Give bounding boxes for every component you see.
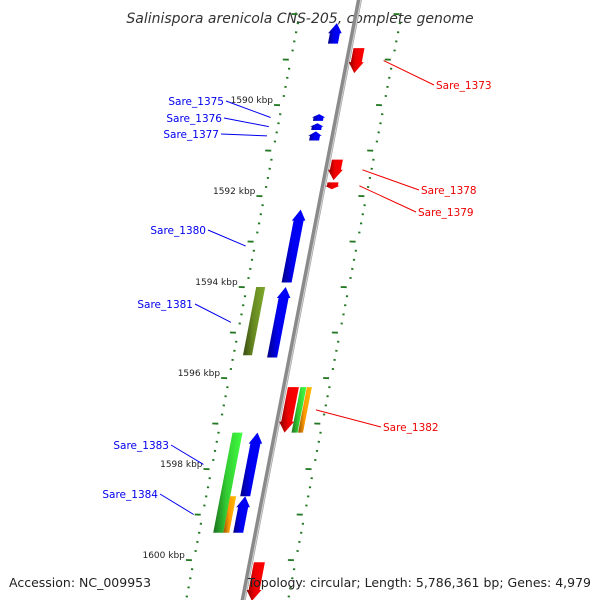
gene-arrow <box>281 209 306 283</box>
gene-arrow <box>233 496 250 533</box>
gene-arrow <box>328 159 343 181</box>
gene-leader-line <box>315 409 382 428</box>
scale-ticks: 1590 kbp 1592 kbp 1594 kbp 1596 kbp 1598 kbp… <box>142 13 402 598</box>
orange-hit-bar <box>223 496 237 533</box>
orange-hit-bar <box>298 387 312 433</box>
scale-tick-label: 1590 kbp <box>231 96 274 106</box>
gene-label: Sare_1381 <box>137 299 193 311</box>
gene-leader-line <box>194 303 232 323</box>
gene-arrow <box>324 182 340 190</box>
gene-arrow <box>308 131 322 141</box>
gene-label: Sare_1376 <box>166 113 222 125</box>
olive-hit-bar <box>243 287 266 356</box>
gene-leader-line <box>223 117 269 128</box>
gene-arrow <box>279 387 299 433</box>
scale-tick-label: 1592 kbp <box>213 187 256 197</box>
gene-leader-line <box>207 229 246 247</box>
gene-leader-line <box>362 169 420 191</box>
accession-text: Accession: NC_009953 <box>9 575 152 590</box>
green-hit-bar <box>291 387 307 433</box>
gene-arrow <box>311 114 326 121</box>
scale-tick-label: 1596 kbp <box>178 369 221 379</box>
green-hit-bar <box>213 432 243 533</box>
gene-leader-line <box>170 444 204 465</box>
gene-arrow <box>240 432 263 497</box>
gene-features <box>233 23 365 600</box>
gene-leader-line <box>220 133 268 137</box>
backbone-highlight <box>244 0 362 600</box>
gene-label: Sare_1373 <box>436 80 492 92</box>
scale-tick-label: 1594 kbp <box>195 278 238 288</box>
scale-tick-label: 1600 kbp <box>142 551 185 561</box>
gene-label: Sare_1377 <box>163 129 219 141</box>
topology-text: Topology: circular; Length: 5,786,361 bp… <box>247 575 591 590</box>
map-title: Salinispora arenicola CNS-205, complete … <box>126 11 473 27</box>
backbone <box>240 0 362 600</box>
backbone-line <box>240 0 362 600</box>
gene-leader-line <box>225 100 271 118</box>
gene-label: Sare_1384 <box>102 489 158 501</box>
gene-labels: Sare_1373 Sare_1375 Sare_1376 Sare_1377 Sare… <box>102 60 492 515</box>
feature-hits <box>213 287 312 533</box>
gene-leader-line <box>159 493 194 515</box>
clipped-gene-arrow <box>246 562 265 600</box>
gene-label: Sare_1379 <box>418 207 474 219</box>
gene-arrow <box>267 287 291 358</box>
gene-leader-line <box>383 60 435 86</box>
gene-label: Sare_1378 <box>421 185 477 197</box>
gene-label: Sare_1383 <box>113 440 169 452</box>
gene-arrow <box>348 48 365 74</box>
gene-label: Sare_1375 <box>168 96 224 108</box>
gene-arrow <box>310 123 324 130</box>
gene-label: Sare_1382 <box>383 422 439 434</box>
gene-leader-line <box>359 185 417 213</box>
clipped-gene-arrow <box>327 23 342 44</box>
gene-label: Sare_1380 <box>150 225 206 237</box>
scale-tick-label: 1598 kbp <box>160 460 203 470</box>
